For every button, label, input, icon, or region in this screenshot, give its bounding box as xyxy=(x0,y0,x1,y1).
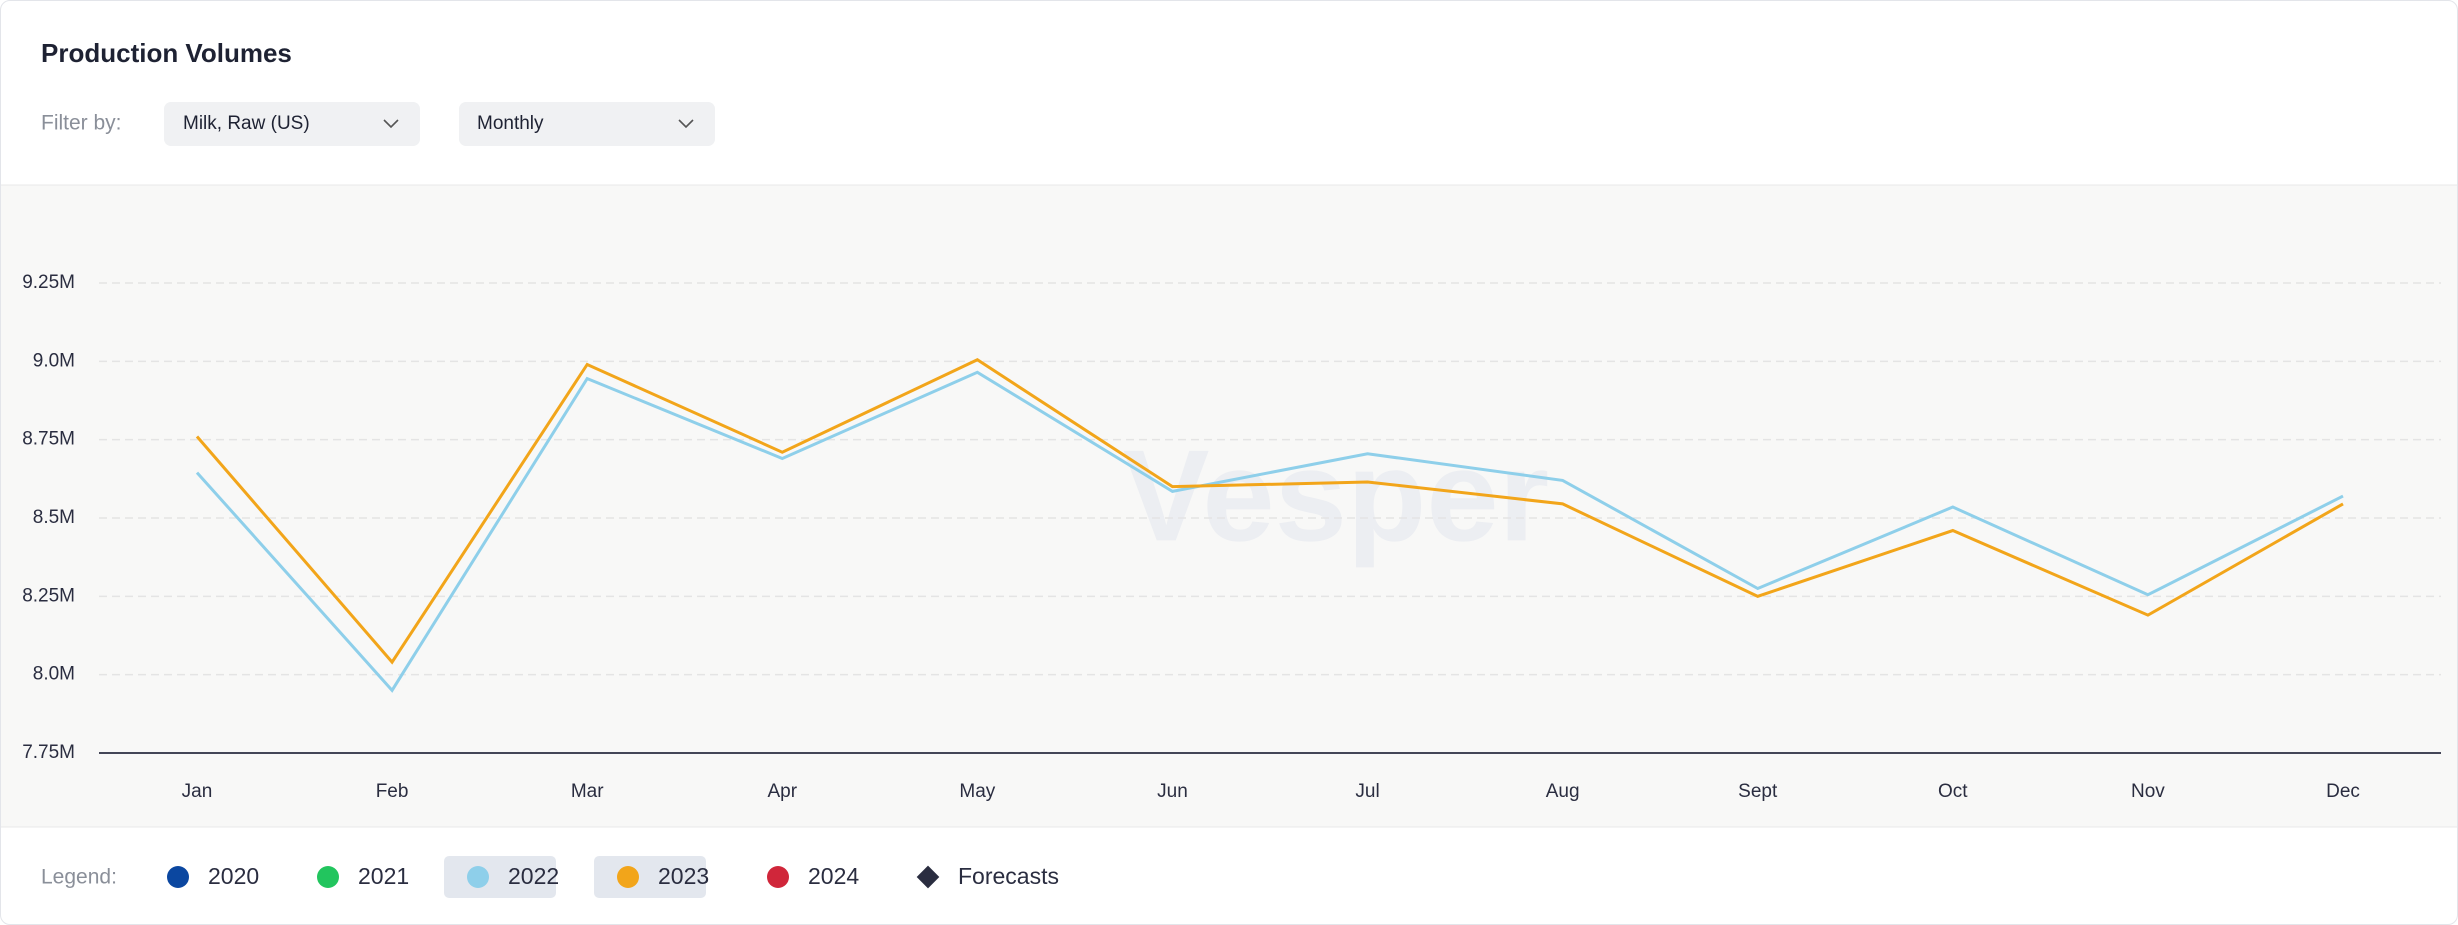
legend-swatch xyxy=(167,866,189,888)
dropdown-value[interactable]: Monthly xyxy=(477,113,544,134)
legend-highlight[interactable] xyxy=(444,856,556,898)
legend-text[interactable]: 2024 xyxy=(808,863,859,889)
legend-swatch xyxy=(467,866,489,888)
dropdown-box[interactable] xyxy=(459,102,715,146)
y-tick-label: 8.25M xyxy=(22,585,75,606)
x-tick-label: Aug xyxy=(1546,781,1580,802)
y-tick-label: 7.75M xyxy=(22,742,75,763)
y-tick-label: 8.0M xyxy=(33,664,75,685)
x-tick-label: May xyxy=(959,781,995,802)
y-tick-label: 8.5M xyxy=(33,507,75,528)
x-tick-label: Dec xyxy=(2326,781,2360,802)
legend-text[interactable]: 2021 xyxy=(358,863,409,889)
x-tick-label: Jul xyxy=(1355,781,1379,802)
x-tick-label: Oct xyxy=(1938,781,1968,802)
x-tick-label: Jan xyxy=(182,781,213,802)
dropdown[interactable]: Milk, Raw (US) xyxy=(164,102,420,146)
legend-text[interactable]: 2020 xyxy=(208,863,259,889)
dropdown[interactable]: Monthly xyxy=(459,102,715,146)
title: Production Volumes xyxy=(41,38,292,68)
y-tick-label: 8.75M xyxy=(22,429,75,450)
chevron xyxy=(383,119,399,129)
x-tick-label: Feb xyxy=(376,781,409,802)
x-tick-label: Apr xyxy=(767,781,797,802)
data-line xyxy=(195,358,2344,665)
legend-label: Legend: xyxy=(41,866,117,889)
legend-swatch xyxy=(617,866,639,888)
legend-highlight[interactable] xyxy=(594,856,706,898)
x-tick-label: Sept xyxy=(1738,781,1778,802)
legend-item[interactable]: 2023 xyxy=(594,856,709,898)
y-tick-label: 9.0M xyxy=(33,350,75,371)
legend-item[interactable]: 2020 xyxy=(167,863,259,889)
legend-swatch xyxy=(767,866,789,888)
legend-text[interactable]: 2023 xyxy=(658,863,709,889)
filter-label: Filter by: xyxy=(41,112,122,135)
y-tick-label: 9.25M xyxy=(22,272,75,293)
legend-swatch xyxy=(916,865,940,889)
legend-swatch xyxy=(317,866,339,888)
x-tick-label: Mar xyxy=(571,781,604,802)
legend-text[interactable]: 2022 xyxy=(508,863,559,889)
x-tick-label: Jun xyxy=(1157,781,1188,802)
legend-item[interactable]: Forecasts xyxy=(916,863,1059,889)
legend-text[interactable]: Forecasts xyxy=(958,863,1059,889)
x-tick-label: Nov xyxy=(2131,781,2165,802)
dropdown-value[interactable]: Milk, Raw (US) xyxy=(183,113,310,134)
legend-item[interactable]: 2021 xyxy=(317,863,409,889)
data-line xyxy=(195,370,2344,693)
dropdown-box[interactable] xyxy=(164,102,420,146)
plot-background xyxy=(1,185,2457,827)
chevron xyxy=(678,119,694,129)
legend-item[interactable]: 2024 xyxy=(767,863,859,889)
legend-item[interactable]: 2022 xyxy=(444,856,559,898)
